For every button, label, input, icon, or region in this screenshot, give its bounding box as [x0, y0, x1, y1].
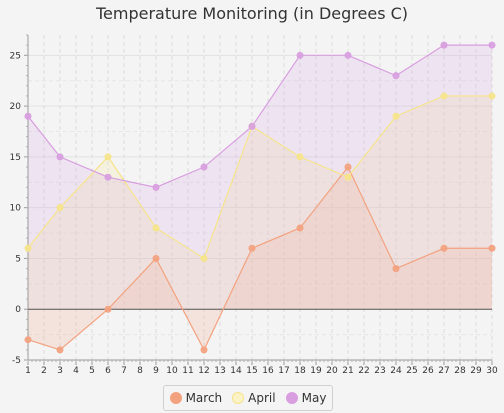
- series-area-march: [28, 167, 492, 350]
- data-point-march: [152, 254, 160, 262]
- y-tick-label: 10: [10, 204, 22, 214]
- x-tick-label: 6: [105, 366, 111, 376]
- series-points: [24, 41, 496, 354]
- x-tick-label: 20: [326, 366, 338, 376]
- data-point-march: [344, 163, 352, 171]
- x-tick-label: 10: [166, 366, 178, 376]
- data-point-may: [152, 183, 160, 191]
- data-point-may: [296, 51, 304, 59]
- data-point-april: [392, 112, 400, 120]
- legend-item-may: May: [285, 391, 327, 405]
- data-point-march: [24, 336, 32, 344]
- x-tick-label: 4: [73, 366, 79, 376]
- legend-item-march: March: [169, 391, 223, 405]
- data-point-march: [488, 244, 496, 252]
- data-point-may: [344, 51, 352, 59]
- x-tick-label: 22: [358, 366, 369, 376]
- data-point-may: [24, 112, 32, 120]
- data-point-april: [296, 153, 304, 161]
- data-point-may: [488, 41, 496, 49]
- y-tick-label: 15: [10, 153, 21, 163]
- x-tick-label: 5: [89, 366, 95, 376]
- data-point-may: [104, 173, 112, 181]
- legend-label: May: [301, 391, 327, 405]
- grid: [27, 35, 493, 361]
- data-point-march: [392, 265, 400, 273]
- y-tick-label: -5: [12, 356, 21, 366]
- data-point-march: [248, 244, 256, 252]
- data-point-april: [24, 244, 32, 252]
- x-tick-label: 18: [294, 366, 306, 376]
- data-point-april: [104, 153, 112, 161]
- data-point-march: [56, 346, 64, 354]
- x-tick-label: 12: [198, 366, 209, 376]
- series-area-april: [28, 95, 492, 310]
- legend-label: April: [248, 391, 276, 405]
- x-tick-label: 29: [470, 366, 482, 376]
- y-tick-label: 5: [15, 254, 21, 264]
- x-tick-label: 2: [41, 366, 47, 376]
- y-tick-label: 0: [15, 305, 21, 315]
- y-tick-label: 20: [10, 102, 22, 112]
- chart-title: Temperature Monitoring (in Degrees C): [95, 4, 409, 23]
- x-tick-label: 3: [57, 366, 63, 376]
- x-tick-label: 14: [230, 366, 242, 376]
- legend: March April May: [163, 385, 333, 411]
- legend-label: March: [185, 391, 223, 405]
- x-tick-label: 24: [390, 366, 402, 376]
- data-point-may: [440, 41, 448, 49]
- legend-swatch: [169, 392, 182, 404]
- data-point-april: [440, 92, 448, 100]
- x-tick-label: 16: [262, 366, 274, 376]
- data-point-april: [56, 204, 64, 212]
- x-tick-label: 27: [438, 366, 449, 376]
- x-tick-label: 25: [406, 366, 417, 376]
- series-area-may: [28, 45, 492, 310]
- legend-swatch: [232, 392, 245, 404]
- x-tick-label: 15: [246, 366, 257, 376]
- data-point-march: [104, 305, 112, 313]
- x-tick-label: 23: [374, 366, 385, 376]
- data-point-march: [440, 244, 448, 252]
- x-tick-label: 28: [454, 366, 466, 376]
- data-point-april: [344, 173, 352, 181]
- x-tick-label: 8: [137, 366, 143, 376]
- data-point-april: [200, 254, 208, 262]
- legend-swatch: [285, 392, 298, 404]
- data-point-april: [488, 92, 496, 100]
- x-tick-label: 26: [422, 366, 434, 376]
- data-point-may: [56, 153, 64, 161]
- series-areas: [28, 45, 492, 350]
- data-point-may: [248, 122, 256, 130]
- x-tick-label: 17: [278, 366, 289, 376]
- x-tick-label: 11: [182, 366, 193, 376]
- data-point-april: [152, 224, 160, 232]
- axes: [24, 34, 493, 365]
- x-tick-label: 7: [121, 366, 127, 376]
- x-tick-label: 1: [25, 366, 31, 376]
- legend-item-april: April: [232, 391, 276, 405]
- x-tick-label: 21: [342, 366, 353, 376]
- x-tick-label: 30: [486, 366, 498, 376]
- x-tick-label: 9: [153, 366, 159, 376]
- x-tick-label: 19: [310, 366, 322, 376]
- y-tick-label: 25: [10, 51, 21, 61]
- data-point-may: [200, 163, 208, 171]
- x-tick-label: 13: [214, 366, 225, 376]
- data-point-march: [200, 346, 208, 354]
- data-point-may: [392, 72, 400, 80]
- data-point-march: [296, 224, 304, 232]
